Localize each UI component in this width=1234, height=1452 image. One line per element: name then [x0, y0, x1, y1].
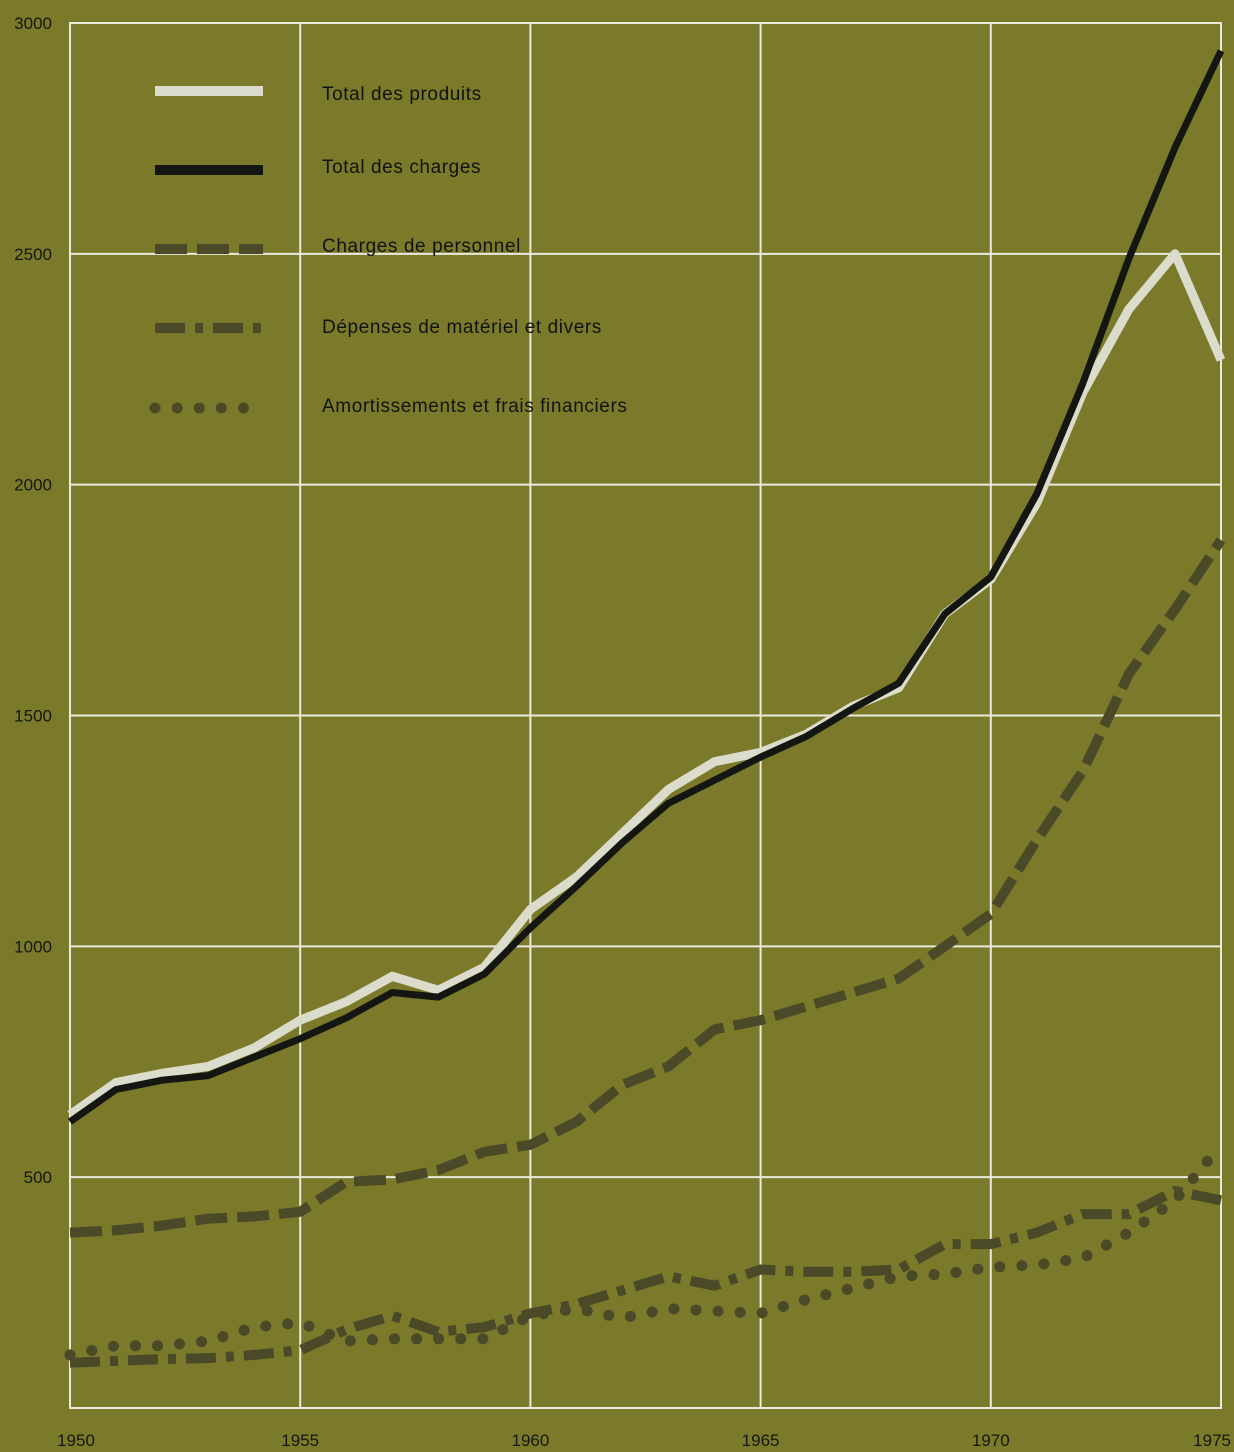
series-line-2	[69, 537, 1226, 1238]
y-tick-label: 3000	[14, 14, 52, 33]
x-tick-label: 1965	[742, 1431, 780, 1450]
series-line-0	[67, 249, 1226, 1119]
x-tick-label: 1955	[281, 1431, 319, 1450]
y-tick-label: 2500	[14, 245, 52, 264]
legend-label: Total des produits	[322, 84, 482, 105]
legend: Total des produits Total des charges Charg…	[149, 84, 628, 417]
x-tick-label: 1950	[57, 1431, 95, 1450]
legend-label: Dépenses de matériel et divers	[322, 317, 602, 338]
y-tick-label: 500	[24, 1168, 52, 1187]
x-tick-label: 1970	[972, 1431, 1010, 1450]
legend-label: Charges de personnel	[322, 236, 521, 257]
legend-label: Total des charges	[322, 157, 481, 178]
y-tick-label: 2000	[14, 476, 52, 495]
y-axis-ticks: 3000 2500 2000 1500 1000 500	[14, 14, 52, 1187]
legend-label: Amortissements et frais financiers	[322, 396, 628, 417]
y-tick-label: 1000	[14, 937, 52, 956]
x-tick-label: 1960	[511, 1431, 549, 1450]
series-line-3	[69, 1186, 1222, 1368]
y-tick-label: 1500	[14, 707, 52, 726]
x-axis-ticks: 1950 1955 1960 1965 1970 1975	[57, 1431, 1231, 1450]
grid	[69, 22, 1222, 1409]
x-tick-label: 1975	[1193, 1431, 1231, 1450]
series-line-4	[64, 1139, 1227, 1361]
series-layer	[64, 49, 1227, 1368]
series-line-1	[67, 49, 1225, 1125]
